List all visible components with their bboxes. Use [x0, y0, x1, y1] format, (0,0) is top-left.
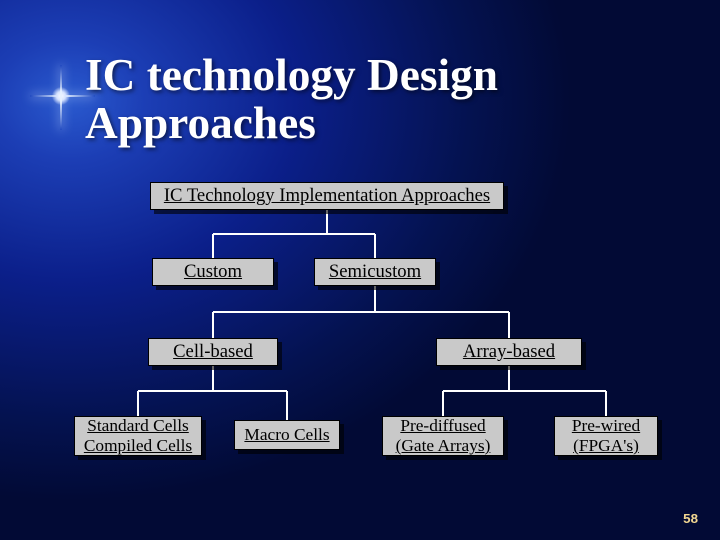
hierarchy-diagram: IC Technology Implementation Approaches C… [0, 0, 720, 540]
node-stdcells: Standard CellsCompiled Cells [74, 416, 202, 456]
node-root: IC Technology Implementation Approaches [150, 182, 504, 210]
node-prediffused: Pre-diffused(Gate Arrays) [382, 416, 504, 456]
node-prewired: Pre-wired(FPGA's) [554, 416, 658, 456]
node-semicustom: Semicustom [314, 258, 436, 286]
page-number: 58 [683, 511, 698, 526]
node-custom: Custom [152, 258, 274, 286]
node-arraybased: Array-based [436, 338, 582, 366]
node-cellbased: Cell-based [148, 338, 278, 366]
node-macrocells: Macro Cells [234, 420, 340, 450]
